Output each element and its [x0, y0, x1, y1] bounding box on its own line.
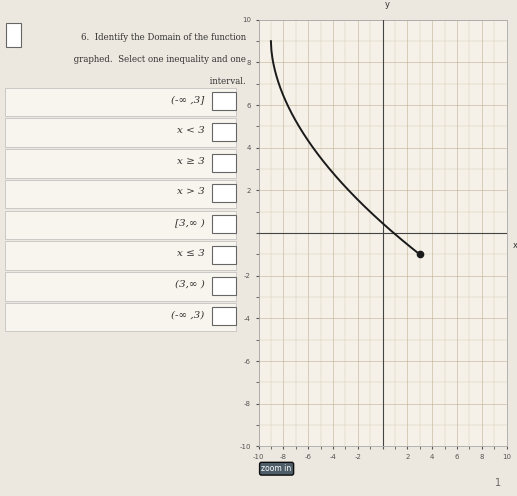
Text: [3,∞ ): [3,∞ ): [175, 218, 204, 227]
Bar: [5, 241, 236, 270]
Bar: [212, 215, 236, 233]
Text: 1: 1: [495, 478, 501, 488]
Bar: [5, 180, 236, 208]
Text: x ≥ 3: x ≥ 3: [177, 157, 204, 166]
Bar: [5, 149, 236, 178]
Bar: [5, 272, 236, 301]
Text: x > 3: x > 3: [177, 187, 204, 196]
Bar: [212, 92, 236, 110]
Bar: [212, 154, 236, 172]
Text: x: x: [513, 242, 517, 250]
Text: 6.  Identify the Domain of the function: 6. Identify the Domain of the function: [81, 33, 246, 42]
Bar: [212, 308, 236, 325]
Text: x ≤ 3: x ≤ 3: [177, 248, 204, 257]
Text: (3,∞ ): (3,∞ ): [175, 279, 204, 288]
Text: x < 3: x < 3: [177, 126, 204, 135]
Bar: [212, 277, 236, 295]
Bar: [5, 210, 236, 239]
Text: (-∞ ,3]: (-∞ ,3]: [171, 95, 204, 104]
Bar: [212, 123, 236, 141]
Bar: [6, 23, 21, 47]
Bar: [5, 303, 236, 331]
Bar: [212, 185, 236, 202]
Text: (-∞ ,3): (-∞ ,3): [171, 310, 204, 319]
Bar: [5, 88, 236, 116]
Text: graphed.  Select one inequality and one: graphed. Select one inequality and one: [60, 55, 246, 64]
Text: y: y: [385, 0, 390, 9]
Text: zoom in: zoom in: [262, 464, 292, 473]
Bar: [5, 119, 236, 147]
Bar: [212, 246, 236, 264]
Text: interval.: interval.: [196, 77, 246, 86]
